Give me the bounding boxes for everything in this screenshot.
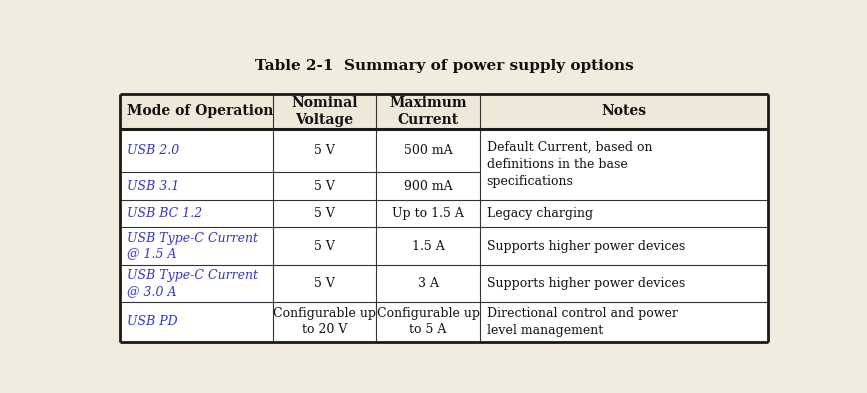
Bar (121, 94, 768, 342)
Bar (121, 94, 768, 129)
Text: 1.5 A: 1.5 A (412, 239, 445, 253)
Text: Notes: Notes (602, 105, 647, 118)
Text: USB Type-C Current
@ 3.0 A: USB Type-C Current @ 3.0 A (127, 269, 258, 298)
Text: 5 V: 5 V (314, 180, 335, 193)
Text: Default Current, based on
definitions in the base
specifications: Default Current, based on definitions in… (486, 140, 652, 188)
Text: Nominal
Voltage: Nominal Voltage (291, 95, 358, 127)
Text: 900 mA: 900 mA (404, 180, 453, 193)
Text: Configurable up
to 5 A: Configurable up to 5 A (376, 307, 479, 336)
Text: USB BC 1.2: USB BC 1.2 (127, 207, 202, 220)
Text: Directional control and power
level management: Directional control and power level mana… (486, 307, 677, 337)
Text: Maximum
Current: Maximum Current (389, 95, 467, 127)
Text: Up to 1.5 A: Up to 1.5 A (392, 207, 464, 220)
Text: 5 V: 5 V (314, 277, 335, 290)
Text: Table 2-1  Summary of power supply options: Table 2-1 Summary of power supply option… (255, 59, 634, 73)
Text: Supports higher power devices: Supports higher power devices (486, 277, 685, 290)
Text: 3 A: 3 A (418, 277, 439, 290)
Text: USB 2.0: USB 2.0 (127, 144, 179, 157)
Text: USB 3.1: USB 3.1 (127, 180, 179, 193)
Text: Configurable up
to 20 V: Configurable up to 20 V (273, 307, 376, 336)
Text: 5 V: 5 V (314, 144, 335, 157)
Text: Legacy charging: Legacy charging (486, 207, 593, 220)
Text: USB PD: USB PD (127, 316, 178, 329)
Text: 5 V: 5 V (314, 207, 335, 220)
Text: 5 V: 5 V (314, 239, 335, 253)
Text: Mode of Operation: Mode of Operation (127, 105, 274, 118)
Text: 500 mA: 500 mA (404, 144, 453, 157)
Text: USB Type-C Current
@ 1.5 A: USB Type-C Current @ 1.5 A (127, 231, 258, 261)
Text: Supports higher power devices: Supports higher power devices (486, 239, 685, 253)
